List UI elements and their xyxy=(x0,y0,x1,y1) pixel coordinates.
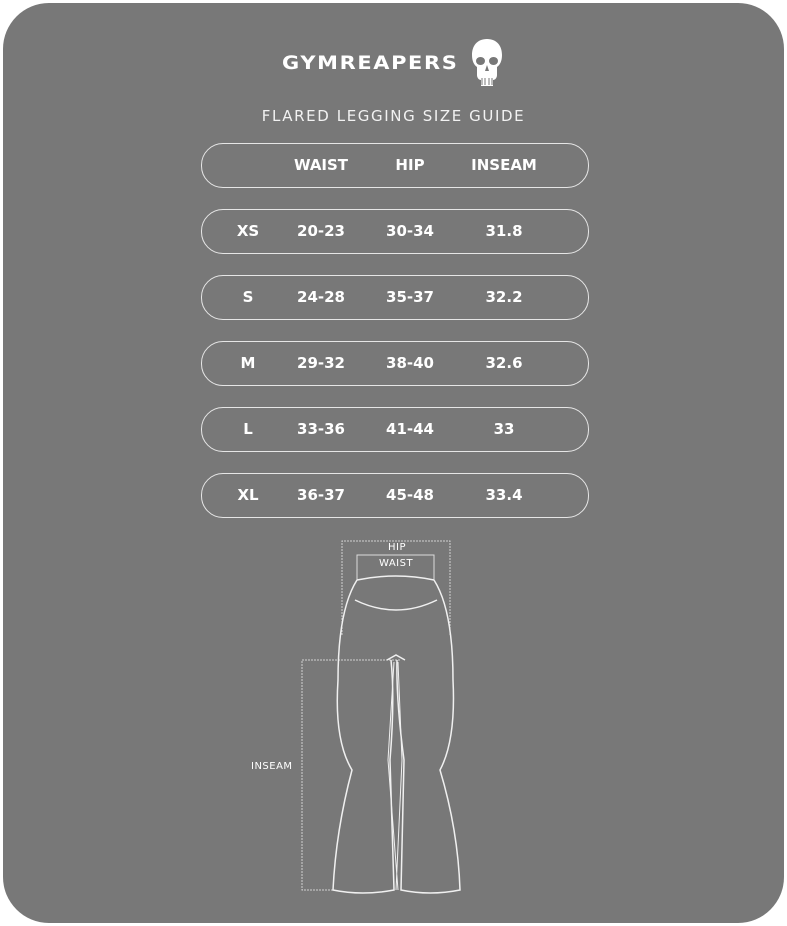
cell-inseam: 31.8 xyxy=(485,222,523,240)
cell-waist: 24-28 xyxy=(297,288,345,306)
cell-hip: 38-40 xyxy=(386,354,434,372)
waist-label: WAIST xyxy=(379,558,414,569)
header-waist: WAIST xyxy=(293,156,349,174)
cell-inseam: 32.6 xyxy=(485,354,523,372)
cell-size: XL xyxy=(237,486,259,504)
cell-waist: 29-32 xyxy=(297,354,345,372)
table-row: S 24-28 35-37 32.2 xyxy=(201,275,589,320)
table-row: L 33-36 41-44 33 xyxy=(201,407,589,452)
page-title: FLARED LEGGING SIZE GUIDE xyxy=(261,107,526,125)
hip-measure-line xyxy=(341,540,451,635)
left-leg-outline xyxy=(332,579,395,894)
inseam-measure-line xyxy=(301,659,400,891)
table-row: M 29-32 38-40 32.6 xyxy=(201,341,589,386)
cell-size: M xyxy=(240,354,256,372)
header-hip: HIP xyxy=(395,156,425,174)
table-row: XL 36-37 45-48 33.4 xyxy=(201,473,589,518)
brand-logo: GYMREAPERS xyxy=(282,52,459,74)
cell-hip: 35-37 xyxy=(386,288,434,306)
table-header: WAIST HIP INSEAM xyxy=(201,143,589,188)
waist-measure-line xyxy=(356,554,435,580)
cell-waist: 36-37 xyxy=(297,486,345,504)
cell-inseam: 32.2 xyxy=(485,288,523,306)
skull-icon xyxy=(472,39,502,86)
cell-size: S xyxy=(242,288,254,306)
cell-inseam: 33 xyxy=(493,420,515,438)
cell-size: XS xyxy=(236,222,260,240)
inseam-label: INSEAM xyxy=(251,761,293,772)
size-guide-card xyxy=(3,3,784,923)
cell-size: L xyxy=(243,420,253,438)
cell-hip: 45-48 xyxy=(386,486,434,504)
right-leg-outline xyxy=(396,579,461,894)
hip-label: HIP xyxy=(388,542,406,553)
cell-hip: 41-44 xyxy=(386,420,434,438)
cell-inseam: 33.4 xyxy=(485,486,523,504)
cell-hip: 30-34 xyxy=(386,222,434,240)
header-inseam: INSEAM xyxy=(471,156,537,174)
cell-waist: 20-23 xyxy=(297,222,345,240)
table-row: XS 20-23 30-34 31.8 xyxy=(201,209,589,254)
cell-waist: 33-36 xyxy=(297,420,345,438)
